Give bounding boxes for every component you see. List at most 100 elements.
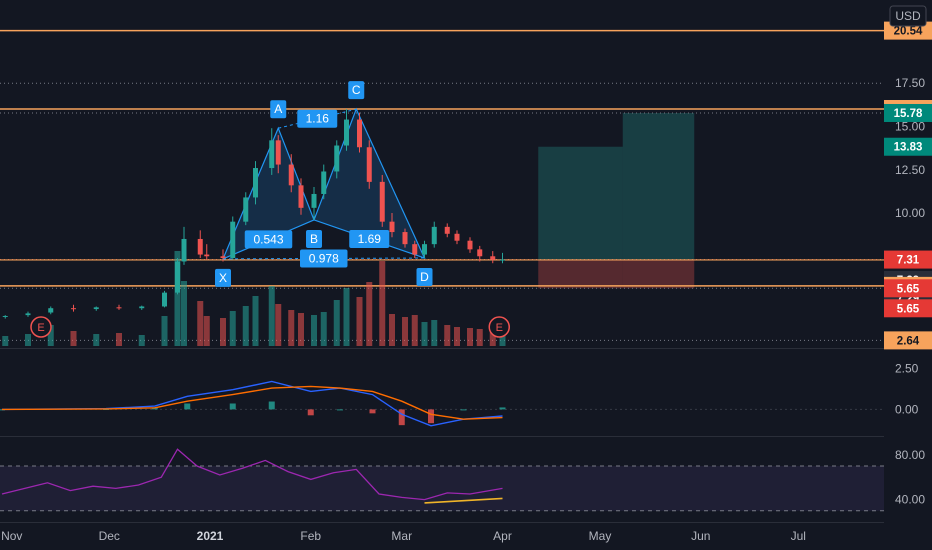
candle[interactable] [197, 230, 203, 259]
time-axis: Nov Dec 2021 Feb Mar Apr May Jun Jul [1, 529, 806, 543]
earnings-marker[interactable]: E [488, 316, 510, 338]
pattern-point-a[interactable]: A [270, 100, 287, 119]
time-axis-label: Apr [493, 529, 512, 543]
candle[interactable] [467, 237, 473, 253]
candle[interactable] [422, 240, 427, 259]
candle-body [269, 140, 275, 169]
candle[interactable] [357, 112, 362, 153]
candle[interactable] [444, 223, 450, 238]
volume-bar [2, 336, 9, 346]
plot-area[interactable]: X A B C D 1.16 0.543 1.69 0.978 E E [0, 29, 932, 523]
candle[interactable] [230, 216, 236, 260]
price-badge: 2.64 [884, 331, 932, 350]
candle[interactable] [116, 304, 122, 310]
candle-body [162, 292, 167, 307]
candle[interactable] [412, 240, 418, 259]
pattern-ratio-box [349, 229, 390, 248]
rsi-line[interactable] [1, 448, 503, 501]
earnings-marker[interactable]: E [30, 316, 52, 338]
volume-bar [93, 334, 100, 346]
pattern-point-b[interactable]: B [306, 229, 322, 248]
candle[interactable] [253, 161, 258, 205]
candle[interactable] [334, 140, 340, 179]
rsi-axis-ticks: 80.00 40.00 [895, 448, 925, 507]
candle[interactable] [162, 290, 167, 308]
candle[interactable] [454, 230, 460, 245]
volume-bar [499, 332, 506, 346]
candle-body [402, 232, 408, 245]
pattern-ratio-badge[interactable]: 1.16 [297, 109, 338, 128]
macd-signal-line[interactable] [1, 385, 503, 420]
candle[interactable] [25, 311, 31, 317]
volume-bar [138, 335, 145, 346]
price-badge-label: 5.65 [897, 283, 920, 295]
candle[interactable] [298, 178, 304, 215]
candle[interactable] [431, 221, 437, 248]
candle[interactable] [2, 315, 8, 319]
candle-body [25, 313, 31, 316]
candle[interactable] [490, 251, 496, 264]
macd-histogram-bar [460, 409, 467, 411]
stop-loss-zone[interactable] [538, 259, 623, 289]
pattern-ratio-line [278, 108, 357, 129]
pattern-ratio-badge[interactable]: 0.543 [244, 230, 293, 249]
candle[interactable] [402, 228, 408, 248]
volume-bar [203, 316, 210, 346]
candle-body [243, 197, 249, 222]
pattern-point-d[interactable]: D [416, 268, 433, 287]
candle[interactable] [269, 128, 275, 175]
profit-zone[interactable] [622, 112, 695, 260]
candle[interactable] [500, 252, 505, 264]
candle[interactable] [379, 174, 385, 227]
candle[interactable] [275, 135, 281, 174]
currency-box[interactable] [889, 5, 927, 27]
candle[interactable] [243, 192, 249, 226]
candle-body [2, 315, 8, 317]
candle[interactable] [477, 245, 483, 262]
candle-body [288, 164, 294, 186]
rsi-axis-tick: 40.00 [895, 493, 925, 507]
time-axis-label: 2021 [197, 529, 224, 543]
macd-histogram-bar [428, 409, 434, 424]
price-badge: 5.65 [884, 279, 932, 298]
candle[interactable] [321, 164, 327, 200]
candle[interactable] [71, 304, 76, 312]
candle[interactable] [181, 226, 187, 265]
pattern-ratio-badge[interactable]: 1.69 [349, 229, 390, 248]
pattern-point-c[interactable]: C [348, 81, 365, 100]
candle-body [379, 181, 385, 222]
price-badge-box [884, 331, 932, 350]
price-badge-box [884, 299, 932, 318]
profit-zone[interactable] [538, 146, 623, 260]
macd-histogram-bar [229, 403, 236, 410]
volume-bar [366, 282, 373, 346]
candle[interactable] [344, 109, 349, 151]
volume-bar [252, 296, 259, 346]
candle[interactable] [389, 213, 395, 238]
time-axis-label: Nov [1, 529, 22, 543]
candle[interactable] [175, 258, 180, 295]
pattern-point-box [306, 229, 322, 248]
candle[interactable] [48, 306, 54, 315]
price-badge-label: 15.78 [894, 108, 923, 120]
candle[interactable] [366, 140, 372, 189]
time-axis-label: Jun [691, 529, 710, 543]
earnings-marker-circle [30, 316, 52, 338]
candle[interactable] [204, 244, 210, 260]
pattern-point-box [416, 268, 433, 287]
candle[interactable] [139, 305, 145, 310]
pattern-point-x[interactable]: X [215, 268, 231, 287]
volume-bar [25, 334, 31, 346]
stop-loss-zone[interactable] [622, 259, 695, 289]
pattern-ratio-badge[interactable]: 0.978 [300, 249, 348, 268]
candle[interactable] [220, 249, 226, 262]
volume-bar [174, 251, 181, 346]
candle[interactable] [93, 306, 99, 311]
candle[interactable] [288, 154, 294, 193]
macd-line[interactable] [1, 380, 503, 427]
candle[interactable] [311, 187, 317, 220]
price-badge-label: 13.83 [894, 142, 923, 154]
rsi-divergence-line[interactable] [424, 497, 503, 504]
candle-body [334, 145, 340, 172]
